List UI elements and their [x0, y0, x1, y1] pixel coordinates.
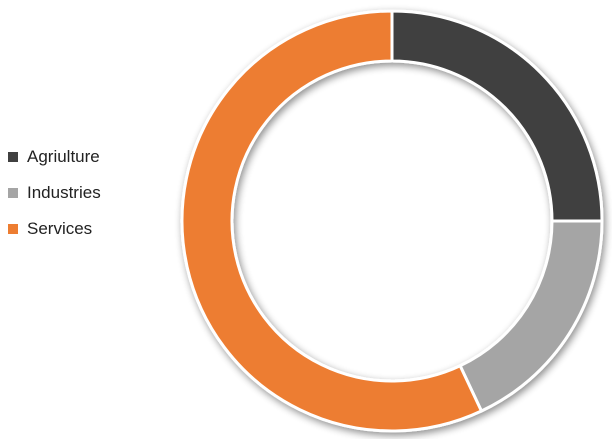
legend-swatch-services [8, 224, 18, 234]
legend-item-industries: Industries [8, 180, 101, 205]
donut-slice-agriculture [392, 11, 602, 221]
legend-item-agriculture: Agriulture [8, 144, 101, 169]
legend-label-industries: Industries [27, 183, 101, 203]
donut-slice-services [182, 11, 481, 431]
legend-swatch-agriculture [8, 152, 18, 162]
legend-swatch-industries [8, 188, 18, 198]
legend-label-services: Services [27, 219, 92, 239]
legend: Agriulture Industries Services [8, 144, 101, 252]
donut-slices [182, 11, 602, 431]
donut-slice-industries [460, 221, 602, 411]
legend-label-agriculture: Agriulture [27, 147, 100, 167]
legend-item-services: Services [8, 216, 101, 241]
